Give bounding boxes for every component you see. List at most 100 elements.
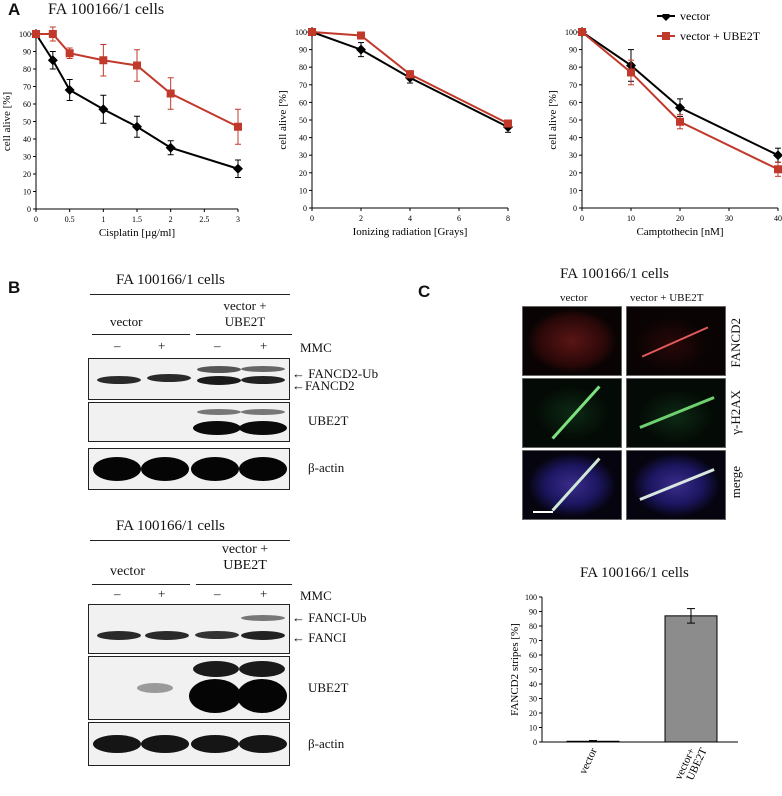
y-tick-label: 20 <box>529 709 537 718</box>
data-point <box>64 85 75 95</box>
y-tick-label: 0 <box>303 204 307 213</box>
x-tick-label: 2 <box>359 214 363 223</box>
data-point <box>356 44 366 55</box>
micro-col-ube2t: vector + UBE2T <box>630 292 704 304</box>
data-point <box>32 30 40 38</box>
y-tick-label: 50 <box>299 116 307 125</box>
y-tick-label: 90 <box>569 46 577 55</box>
series-line-1 <box>311 31 509 125</box>
series-line-0 <box>311 31 509 128</box>
data-point <box>133 61 141 70</box>
y-tick-label: 60 <box>529 651 537 660</box>
ube2t-top-label: UBE2T <box>308 413 349 428</box>
blot-top-plus-2: + <box>260 338 268 353</box>
y-tick-label: 0 <box>27 205 31 214</box>
y-tick-label: 0 <box>573 204 577 213</box>
micro-merge-vector <box>522 450 622 520</box>
y-tick-label: 30 <box>569 151 577 160</box>
data-point <box>357 31 365 40</box>
data-point <box>676 117 684 126</box>
y-tick-label: 70 <box>529 637 537 646</box>
x-tick-label: 4 <box>408 214 412 223</box>
data-point <box>406 70 414 79</box>
micro-fancd2-ube2t <box>626 306 726 376</box>
y-tick-label: 10 <box>299 186 307 195</box>
x-tick-label: 30 <box>725 214 733 223</box>
y-tick-label: 10 <box>23 188 31 197</box>
x-tick-label: 1.5 <box>132 215 142 224</box>
y-tick-label: 60 <box>569 98 577 107</box>
data-point <box>675 102 685 113</box>
blot-top-plus-1: + <box>158 338 166 353</box>
y-tick-label: 90 <box>23 48 31 57</box>
x-tick-label: 6 <box>457 214 461 223</box>
fanci-ub-label: FANCI-Ub <box>308 610 367 625</box>
x-tick-label: 3 <box>236 215 240 224</box>
legend-marker-ube2t <box>662 32 670 40</box>
y-tick-label: 50 <box>529 666 537 675</box>
y-tick-label: 100 <box>565 28 577 37</box>
y-tick-label: 60 <box>299 98 307 107</box>
blot-top-mmc: MMC <box>300 340 332 355</box>
micro-fancd2-vector <box>522 306 622 376</box>
y-tick-label: 80 <box>23 65 31 74</box>
data-point <box>627 68 635 77</box>
x-tick-label: 0 <box>580 214 584 223</box>
stripes-bar-chart: 0 10 20 30 40 50 60 70 80 90 100 FANCD2 stripes [%]… <box>509 593 738 782</box>
x-axis-label: Ionizing radiation [Grays] <box>353 226 468 238</box>
legend: vector vector + UBE2T <box>657 14 761 43</box>
y-tick-label: 40 <box>529 680 537 689</box>
data-point <box>165 142 176 153</box>
y-tick-label: 30 <box>529 695 537 704</box>
y-tick-label: 30 <box>299 151 307 160</box>
y-tick-label: 80 <box>569 63 577 72</box>
y-tick-label: 50 <box>23 118 31 127</box>
y-axis-label: cell alive [%] <box>547 90 559 149</box>
data-point <box>132 121 142 132</box>
data-point <box>234 122 242 131</box>
actin-top-label: β-actin <box>308 460 345 475</box>
actin-bottom-label: β-actin <box>308 736 345 751</box>
blot-actin-top <box>88 448 290 490</box>
x-tick-label: 0 <box>34 215 38 224</box>
y-tick-label: 50 <box>569 116 577 125</box>
x-axis-label: Camptothecin [nM] <box>636 226 723 238</box>
ube2t-bottom-label: UBE2T <box>308 680 349 695</box>
x-tick-label: 8 <box>506 214 510 223</box>
y-axis-label: cell alive [%] <box>1 92 13 151</box>
y-axis-label: cell alive [%] <box>277 90 289 149</box>
y-tick-label: 70 <box>23 83 31 92</box>
blot-bottom-group1: vector <box>110 564 145 579</box>
panel-a-letter: A <box>8 0 21 19</box>
blot-bottom-plus-2: + <box>260 586 268 601</box>
data-point <box>65 49 74 58</box>
bar-1 <box>664 615 718 743</box>
y-tick-label: 20 <box>569 169 577 178</box>
data-point <box>578 28 586 36</box>
x-axis-label: Cisplatin [µg/ml] <box>99 227 175 239</box>
blot-fanci <box>88 604 290 654</box>
camptothecin-chart: 0 10 20 30 40 50 60 70 80 90 100 0 10 20 30 40 Camptothe… <box>547 27 782 238</box>
fanci-label: FANCI <box>308 630 347 645</box>
blot-bottom-minus-1: – <box>114 586 121 601</box>
y-tick-label: 40 <box>569 134 577 143</box>
data-point <box>48 30 57 38</box>
data-point <box>308 28 316 36</box>
y-tick-label: 20 <box>23 170 31 179</box>
blot-top-title-rule <box>90 294 290 295</box>
micro-h2ax-vector <box>522 378 622 448</box>
y-tick-label: 70 <box>569 81 577 90</box>
data-point <box>47 55 58 66</box>
blot-top-group2-line1: vector + <box>223 298 267 313</box>
legend-vector: vector <box>680 14 710 23</box>
legend-vector-ube2t: vector + UBE2T <box>680 29 761 43</box>
blot-bottom-group2-line2: UBE2T <box>223 558 267 573</box>
blot-ube2t-top <box>88 402 290 442</box>
x-tick-label: 10 <box>627 214 635 223</box>
y-axis-label: FANCD2 stripes [%] <box>509 623 521 716</box>
blot-bottom-group2-line1: vector + <box>221 542 269 557</box>
y-tick-label: 70 <box>299 81 307 90</box>
x-tick-label: 0 <box>310 214 314 223</box>
panel-c-letter: C <box>418 282 431 301</box>
